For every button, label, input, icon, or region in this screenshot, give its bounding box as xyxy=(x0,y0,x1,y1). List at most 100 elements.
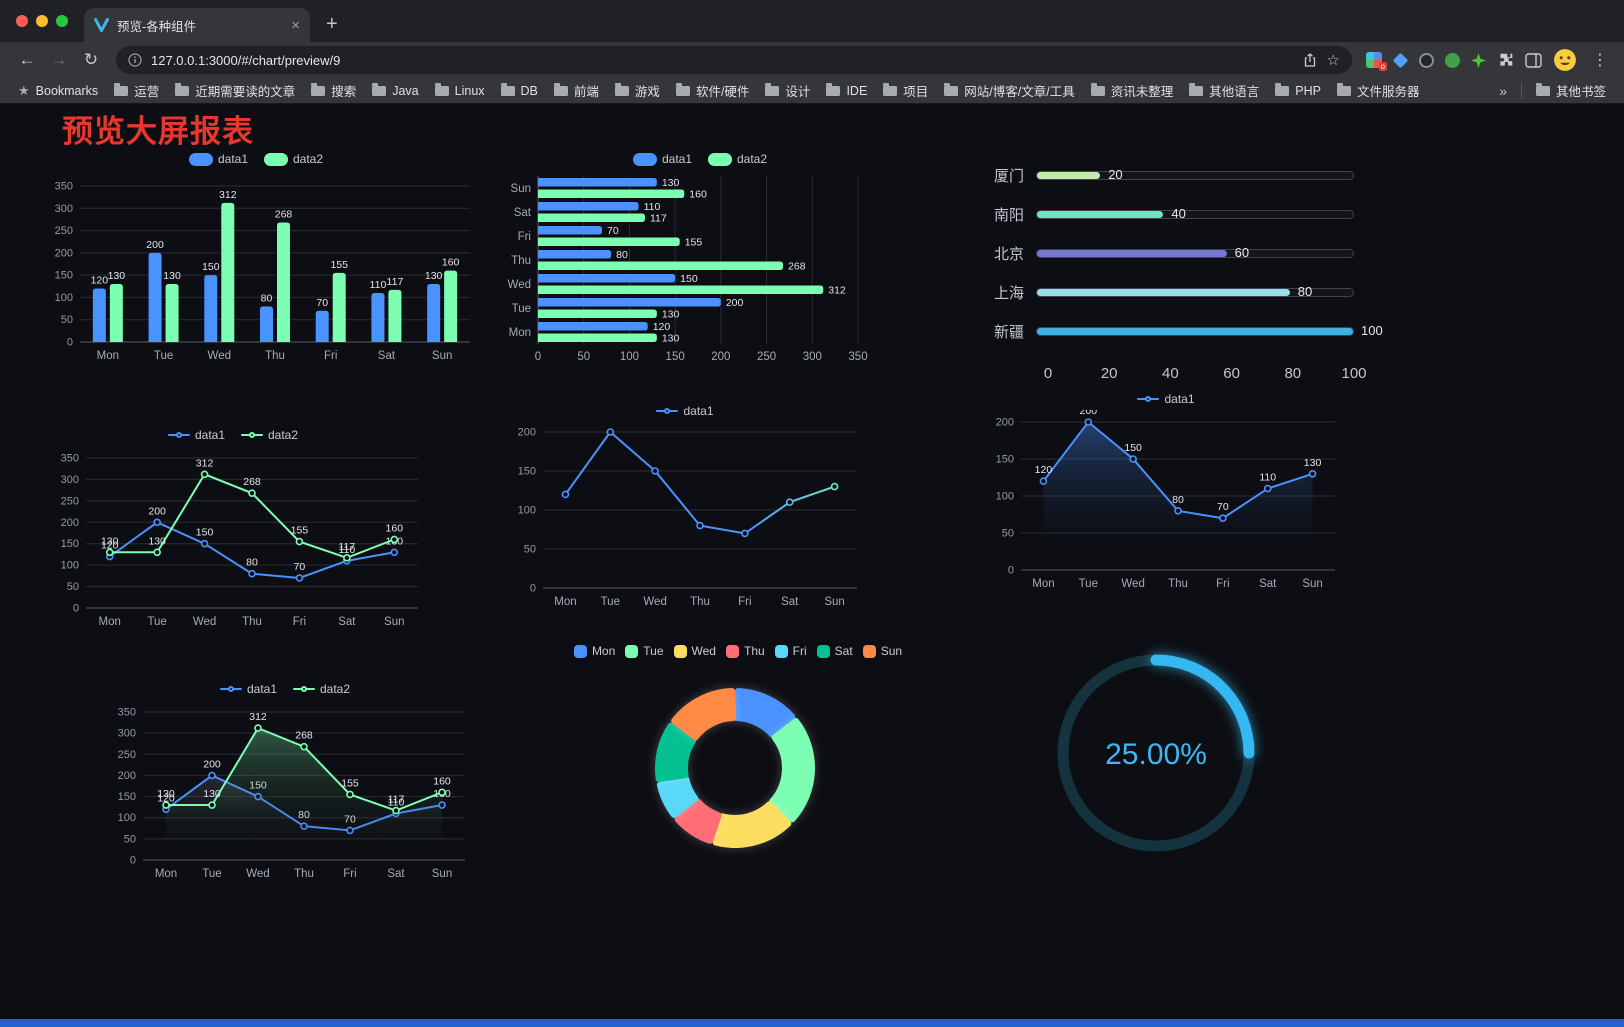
progress-fill[interactable] xyxy=(1037,328,1353,335)
legend-item-data2[interactable]: data2 xyxy=(264,152,323,166)
extension-icon-green-star[interactable] xyxy=(1471,52,1486,68)
pie-slice-Thu[interactable] xyxy=(674,798,722,844)
point-data2-Thu[interactable] xyxy=(248,489,256,497)
legend-item-data1[interactable]: data1 xyxy=(167,428,225,442)
point-data2-Fri[interactable] xyxy=(346,790,354,799)
point-data2-Wed[interactable] xyxy=(254,724,262,732)
progress-fill[interactable] xyxy=(1037,250,1227,257)
bookmark-folder[interactable]: 网站/博客/文章/工具 xyxy=(936,81,1082,100)
point-data1-Wed[interactable] xyxy=(1129,455,1137,463)
bar-data2-Tue[interactable] xyxy=(165,284,179,342)
bar-data1-Sat[interactable] xyxy=(538,202,639,211)
point-data1-Sat[interactable] xyxy=(785,498,794,506)
bar-data2-Tue[interactable] xyxy=(538,309,657,319)
legend-item-Thu[interactable]: Thu xyxy=(725,644,765,658)
bar-data1-Wed[interactable] xyxy=(204,275,218,342)
legend-item-Fri[interactable]: Fri xyxy=(774,644,807,658)
extension-icon-blue-kite[interactable] xyxy=(1392,52,1409,68)
minimize-window-button[interactable] xyxy=(36,15,48,27)
point-data1-Fri[interactable] xyxy=(1219,514,1227,522)
pie-slice-Fri[interactable] xyxy=(656,775,699,818)
progress-fill[interactable] xyxy=(1037,289,1290,296)
bookmark-folder[interactable]: 近期需要读的文章 xyxy=(167,81,303,100)
bar-data2-Fri[interactable] xyxy=(538,237,680,247)
point-data1-Mon[interactable] xyxy=(561,490,570,499)
legend-item-Sun[interactable]: Sun xyxy=(862,644,902,658)
bookmark-folder[interactable]: IDE xyxy=(818,81,875,100)
point-data2-Mon[interactable] xyxy=(105,548,114,557)
bookmark-folder[interactable]: 软件/硬件 xyxy=(668,81,757,100)
bar-data2-Sun[interactable] xyxy=(538,189,685,199)
bar-data2-Sat[interactable] xyxy=(388,289,402,342)
legend-item-data1[interactable]: data1 xyxy=(188,152,248,166)
new-tab-button[interactable]: + xyxy=(326,13,338,35)
browser-menu-icon[interactable]: ⋮ xyxy=(1592,52,1608,69)
forward-icon[interactable]: → xyxy=(50,50,68,69)
extension-icon-green-circle[interactable] xyxy=(1445,52,1460,68)
bar-data2-Wed[interactable] xyxy=(538,285,824,295)
pie-slice-Wed[interactable] xyxy=(712,801,792,848)
bookmark-folder[interactable]: 资讯未整理 xyxy=(1083,81,1182,100)
extension-icon-dark-circle[interactable] xyxy=(1419,52,1434,68)
bookmark-folder[interactable]: 项目 xyxy=(875,81,936,100)
legend-item-Mon[interactable]: Mon xyxy=(573,644,615,658)
point-data1-Sun[interactable] xyxy=(830,482,839,491)
point-data1-Wed[interactable] xyxy=(200,539,209,548)
tab-close-icon[interactable]: × xyxy=(291,16,300,34)
point-data1-Thu[interactable] xyxy=(1174,507,1182,515)
pie-slice-Sun[interactable] xyxy=(671,688,737,741)
bar-data1-Mon[interactable] xyxy=(92,288,106,342)
point-data2-Fri[interactable] xyxy=(295,537,304,546)
share-icon[interactable] xyxy=(1302,52,1318,68)
legend-item-data1[interactable]: data1 xyxy=(1137,392,1195,406)
point-data1-Sat[interactable] xyxy=(1263,484,1272,493)
point-data2-Wed[interactable] xyxy=(200,470,209,479)
point-data2-Sat[interactable] xyxy=(343,554,351,562)
bar-data2-Wed[interactable] xyxy=(221,202,235,342)
reload-icon[interactable]: ↻ xyxy=(83,50,99,69)
progress-fill[interactable] xyxy=(1037,172,1101,179)
site-info-icon[interactable] xyxy=(128,53,142,67)
point-data1-Tue[interactable] xyxy=(606,428,615,436)
bar-data1-Mon[interactable] xyxy=(538,322,648,331)
bar-data1-Tue[interactable] xyxy=(148,252,162,342)
point-data1-Tue[interactable] xyxy=(1084,418,1093,426)
legend-item-data2[interactable]: data2 xyxy=(708,152,767,166)
close-window-button[interactable] xyxy=(16,15,28,27)
bar-data1-Sat[interactable] xyxy=(371,292,385,342)
legend-item-data1[interactable]: data1 xyxy=(219,682,277,696)
legend-item-Tue[interactable]: Tue xyxy=(625,644,664,658)
point-data1-Thu[interactable] xyxy=(696,521,704,530)
bar-data1-Sun[interactable] xyxy=(538,178,657,187)
point-data2-Tue[interactable] xyxy=(153,548,161,557)
bar-data2-Thu[interactable] xyxy=(538,261,784,271)
back-icon[interactable]: ← xyxy=(18,50,36,69)
address-bar[interactable]: 127.0.0.1:3000/#/chart/preview/9 ☆ xyxy=(116,46,1352,74)
point-data2-Thu[interactable] xyxy=(300,742,308,751)
pie-slice-Mon[interactable] xyxy=(733,688,796,738)
bar-data2-Thu[interactable] xyxy=(277,222,290,342)
bar-data1-Tue[interactable] xyxy=(538,298,721,307)
bookmark-folder[interactable]: 前端 xyxy=(546,81,607,100)
legend-item-Sat[interactable]: Sat xyxy=(816,644,853,658)
legend-item-data1[interactable]: data1 xyxy=(656,404,714,418)
point-data2-Sun[interactable] xyxy=(438,788,446,797)
bar-data2-Fri[interactable] xyxy=(332,272,346,342)
maximize-window-button[interactable] xyxy=(56,15,68,27)
bookmark-folder[interactable]: PHP xyxy=(1267,81,1329,100)
pie-slice-Tue[interactable] xyxy=(769,718,815,823)
point-data1-Mon[interactable] xyxy=(1039,477,1048,485)
point-data1-Fri[interactable] xyxy=(741,529,749,538)
legend-item-data2[interactable]: data2 xyxy=(293,682,350,696)
point-data2-Sun[interactable] xyxy=(390,535,399,544)
profile-avatar[interactable] xyxy=(1553,48,1577,72)
point-data2-Tue[interactable] xyxy=(208,801,216,809)
point-data1-Wed[interactable] xyxy=(651,467,659,475)
bookmarks-manager-button[interactable]: ★ Bookmarks xyxy=(10,83,106,99)
bookmark-folder[interactable]: Linux xyxy=(427,81,493,100)
bookmark-folder[interactable]: 文件服务器 xyxy=(1329,81,1428,100)
bookmark-folder[interactable]: 其他语言 xyxy=(1181,81,1267,100)
browser-tab[interactable]: 预览-各种组件 × xyxy=(84,8,310,42)
bookmark-star-icon[interactable]: ☆ xyxy=(1326,52,1340,69)
point-data1-Fri[interactable] xyxy=(295,574,304,582)
